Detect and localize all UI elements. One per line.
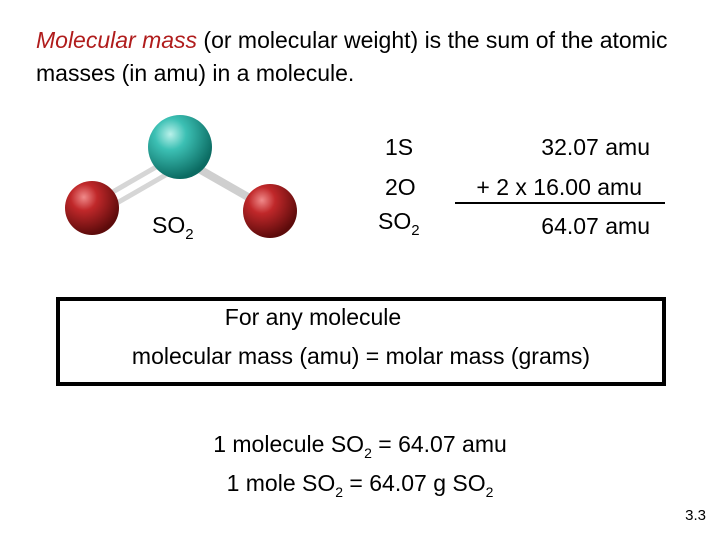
box-line2: molecular mass (amu) = molar mass (grams… (131, 343, 591, 369)
term-molecular-mass: Molecular mass (36, 27, 198, 53)
sum-line (455, 202, 665, 204)
eq1-pre: 1 molecule SO (213, 431, 365, 457)
oxygen-atom-left (65, 181, 119, 235)
eq1-subscript: 2 (364, 445, 372, 461)
model-label: SO2 (152, 212, 194, 243)
eq2-mid: = 64.07 g SO (343, 470, 486, 496)
equation-mole: 1 mole SO2 = 64.07 g SO2 (120, 470, 600, 500)
eq2-pre: 1 mole SO (226, 470, 336, 496)
highlight-box: For any molecule molecular mass (amu) = … (56, 297, 666, 386)
model-label-subscript: 2 (185, 226, 194, 243)
calc-total-subscript: 2 (411, 222, 420, 239)
intro-text: Molecular mass (or molecular weight) is … (36, 24, 686, 90)
sulfur-atom (148, 115, 212, 179)
calc-total-base: SO (378, 208, 412, 234)
calc-row2-label: 2O (385, 174, 416, 200)
so2-molecule-model (65, 115, 297, 238)
intro-definition: (or molecular weight) is the sum of the … (36, 27, 668, 86)
eq2-subscript: 2 (335, 484, 344, 500)
eq2-subscript2: 2 (485, 484, 494, 500)
box-line1: For any molecule (224, 304, 402, 330)
calc-row1-label: 1S (385, 134, 414, 160)
model-label-base: SO (152, 212, 186, 238)
oxygen-atom-right (243, 184, 297, 238)
slide-number: 3.3 (685, 507, 706, 524)
calc-row1-value: 32.07 amu (541, 134, 650, 160)
calc-total-label: SO2 (378, 208, 420, 239)
equation-molecule: 1 molecule SO2 = 64.07 amu (120, 431, 600, 461)
calc-row2-value: + 2 x 16.00 amu (476, 174, 642, 200)
eq1-post: = 64.07 amu (371, 431, 507, 457)
calc-total-value: 64.07 amu (541, 213, 650, 239)
